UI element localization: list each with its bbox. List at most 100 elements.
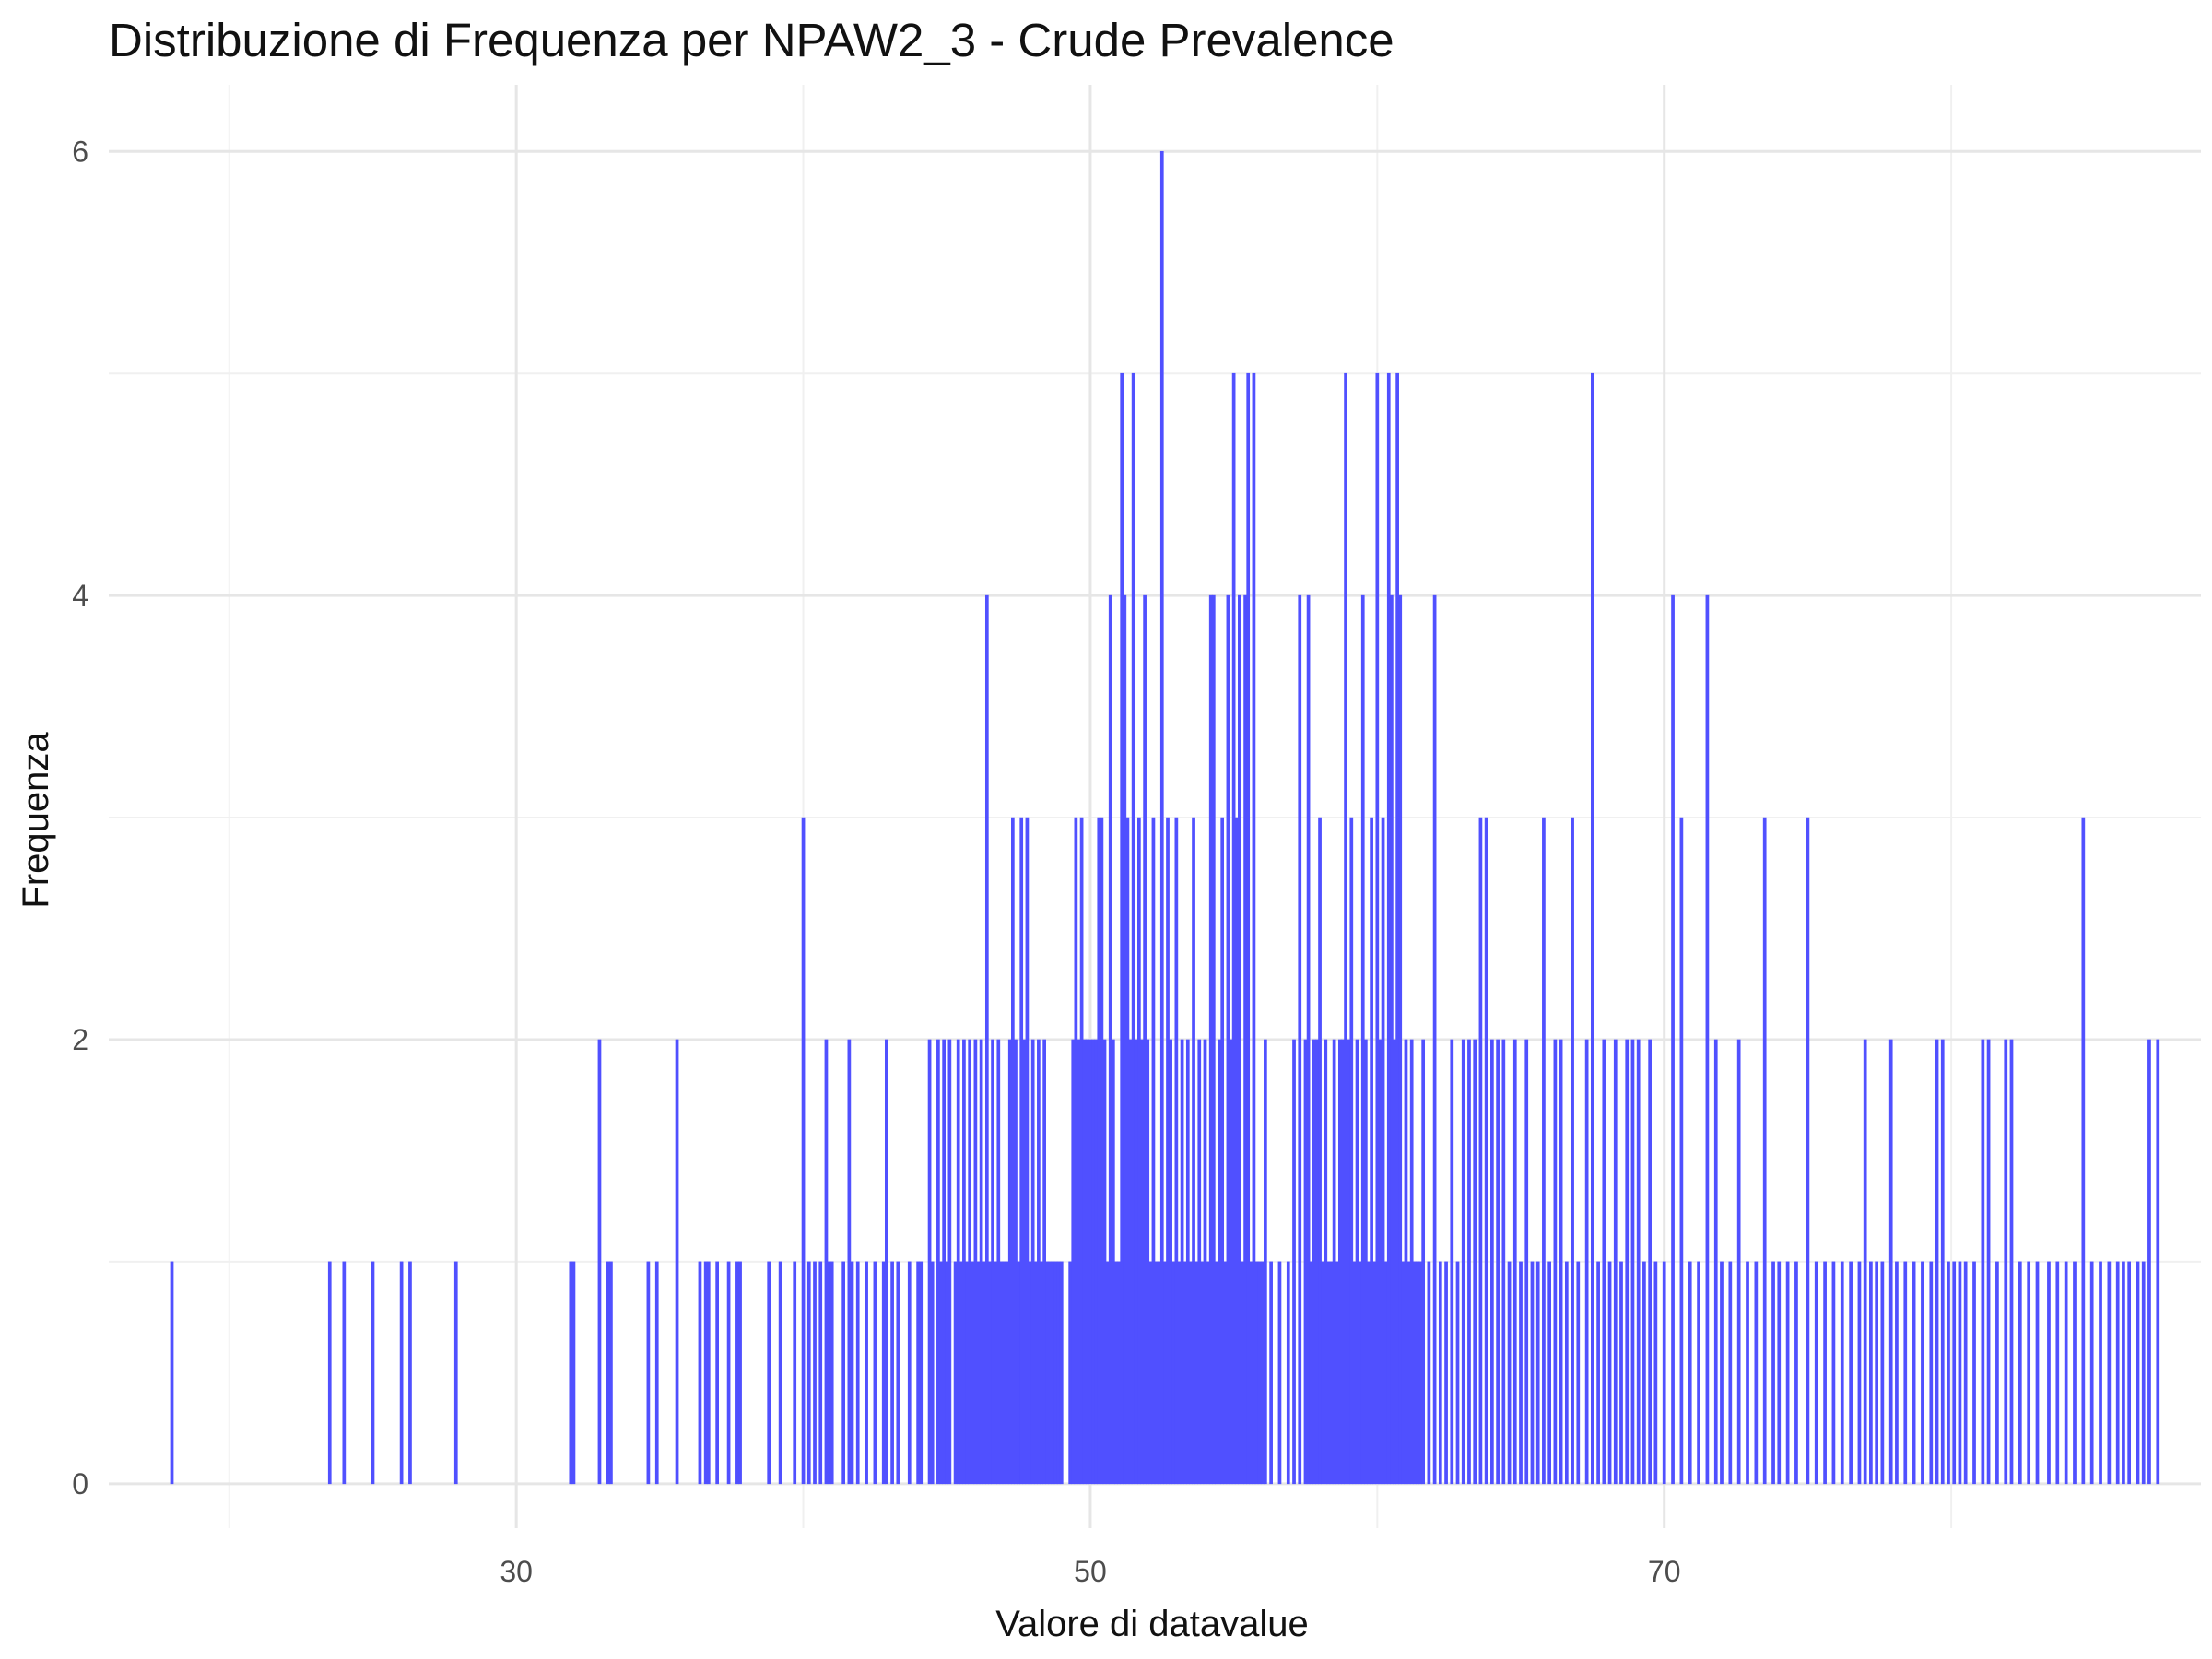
histogram-bar: [327, 1261, 332, 1485]
histogram-bar: [884, 1039, 888, 1485]
histogram-bar: [1324, 1039, 1328, 1485]
histogram-bar: [847, 1039, 852, 1485]
histogram-bar: [890, 1261, 894, 1485]
histogram-bar: [1159, 150, 1164, 1485]
histogram-bar: [1005, 1261, 1009, 1485]
histogram-bar: [1625, 1039, 1630, 1485]
histogram-bar: [1091, 1039, 1095, 1485]
histogram-bar: [738, 1261, 742, 1485]
histogram-bar: [1131, 372, 1135, 1485]
histogram-bar: [873, 1261, 877, 1485]
histogram-bar: [2004, 1039, 2008, 1485]
histogram-bar: [976, 1261, 981, 1485]
histogram-bar: [1571, 817, 1574, 1485]
histogram-bar: [1404, 1039, 1408, 1485]
histogram-bar: [1450, 1039, 1454, 1485]
histogram-bar: [1171, 1261, 1176, 1485]
histogram-bar: [953, 1261, 958, 1485]
histogram-bar: [1022, 1039, 1027, 1485]
histogram-bar: [675, 1039, 679, 1485]
histogram-bar: [1315, 1039, 1319, 1485]
histogram-bar: [2081, 817, 2086, 1485]
histogram-bar: [1530, 1261, 1535, 1485]
y-tick-label: 4: [72, 579, 88, 612]
histogram-bar: [947, 1039, 952, 1485]
histogram-bar: [1094, 1039, 1099, 1485]
histogram-bar: [2147, 1039, 2151, 1485]
histogram-bar: [1636, 1039, 1641, 1485]
histogram-bar: [1243, 594, 1247, 1485]
histogram-bar: [1114, 1261, 1118, 1485]
histogram-bar: [1375, 372, 1380, 1485]
histogram-bar: [1215, 1261, 1218, 1485]
histogram-bar: [1019, 817, 1024, 1485]
histogram-bar: [1912, 1261, 1916, 1485]
histogram-bar: [1269, 1261, 1273, 1485]
histogram-bar: [1014, 1039, 1018, 1485]
histogram-bar: [1249, 1261, 1253, 1485]
histogram-bar: [1455, 1261, 1460, 1485]
histogram-bar: [1596, 1261, 1600, 1485]
histogram-bar: [726, 1261, 731, 1485]
histogram-bar: [1940, 1039, 1945, 1485]
chart-title: Distribuzione di Frequenza per NPAW2_3 -…: [109, 14, 1394, 66]
histogram-bar: [1306, 594, 1311, 1485]
histogram-bar: [1102, 1039, 1107, 1485]
histogram-bar: [1355, 1039, 1359, 1485]
histogram-bar: [1360, 594, 1365, 1485]
histogram-bar: [1713, 1039, 1718, 1485]
histogram-bar: [1157, 1261, 1161, 1485]
histogram-bar: [1180, 1039, 1184, 1485]
histogram-bar: [1229, 1039, 1233, 1485]
histogram-bar: [1017, 1261, 1020, 1485]
histogram-bar: [1746, 1261, 1749, 1485]
histogram-bar: [399, 1261, 404, 1485]
histogram-bar: [1381, 817, 1385, 1485]
histogram-bar: [1292, 1039, 1296, 1485]
histogram-bar: [1231, 372, 1236, 1485]
histogram-bar: [2018, 1261, 2022, 1485]
histogram-bar: [1963, 1261, 1968, 1485]
histogram-bar: [1367, 1261, 1371, 1485]
histogram-bar: [1318, 817, 1322, 1485]
histogram-bar: [1100, 817, 1104, 1485]
histogram-bar: [1679, 817, 1684, 1485]
histogram-bar: [982, 1261, 986, 1485]
histogram-bar: [973, 1039, 978, 1485]
histogram-bar: [1421, 1039, 1426, 1485]
histogram-bar: [1619, 1261, 1623, 1485]
histogram-bar: [1947, 1261, 1950, 1485]
x-tick-label: 70: [1648, 1555, 1681, 1588]
histogram-bar: [1358, 1261, 1362, 1485]
histogram-bar: [1370, 817, 1373, 1485]
histogram-bar: [916, 1261, 920, 1485]
histogram-bar: [1875, 1261, 1878, 1485]
histogram-bar: [1512, 1039, 1517, 1485]
histogram-bar: [1203, 1039, 1207, 1485]
histogram-bar: [1211, 594, 1216, 1485]
histogram-bar: [1395, 372, 1399, 1485]
histogram-bar: [1688, 1261, 1692, 1485]
histogram-bar: [1040, 1261, 1043, 1485]
histogram-bar: [1185, 1039, 1190, 1485]
histogram-bar: [1496, 1039, 1500, 1485]
histogram-bar: [919, 1261, 924, 1485]
histogram-bar: [1461, 1039, 1465, 1485]
histogram-bar: [1564, 1261, 1569, 1485]
histogram-bar: [1535, 1261, 1540, 1485]
histogram-bar: [1146, 1039, 1150, 1485]
histogram-bar: [1995, 1261, 1999, 1485]
histogram-bar: [959, 1261, 963, 1485]
histogram-bar: [2009, 1039, 2014, 1485]
histogram-bar: [1260, 1261, 1265, 1485]
histogram-bar: [1312, 1039, 1316, 1485]
histogram-bar: [1200, 1261, 1205, 1485]
histogram-bar: [1831, 1261, 1836, 1485]
histogram-bar: [1088, 1039, 1092, 1485]
histogram-bar: [968, 1039, 972, 1485]
histogram-bar: [1662, 1261, 1666, 1485]
histogram-bar: [1736, 1039, 1741, 1485]
histogram-bar: [1754, 1261, 1759, 1485]
histogram-bar: [813, 1261, 817, 1485]
histogram-bar: [1045, 1261, 1050, 1485]
